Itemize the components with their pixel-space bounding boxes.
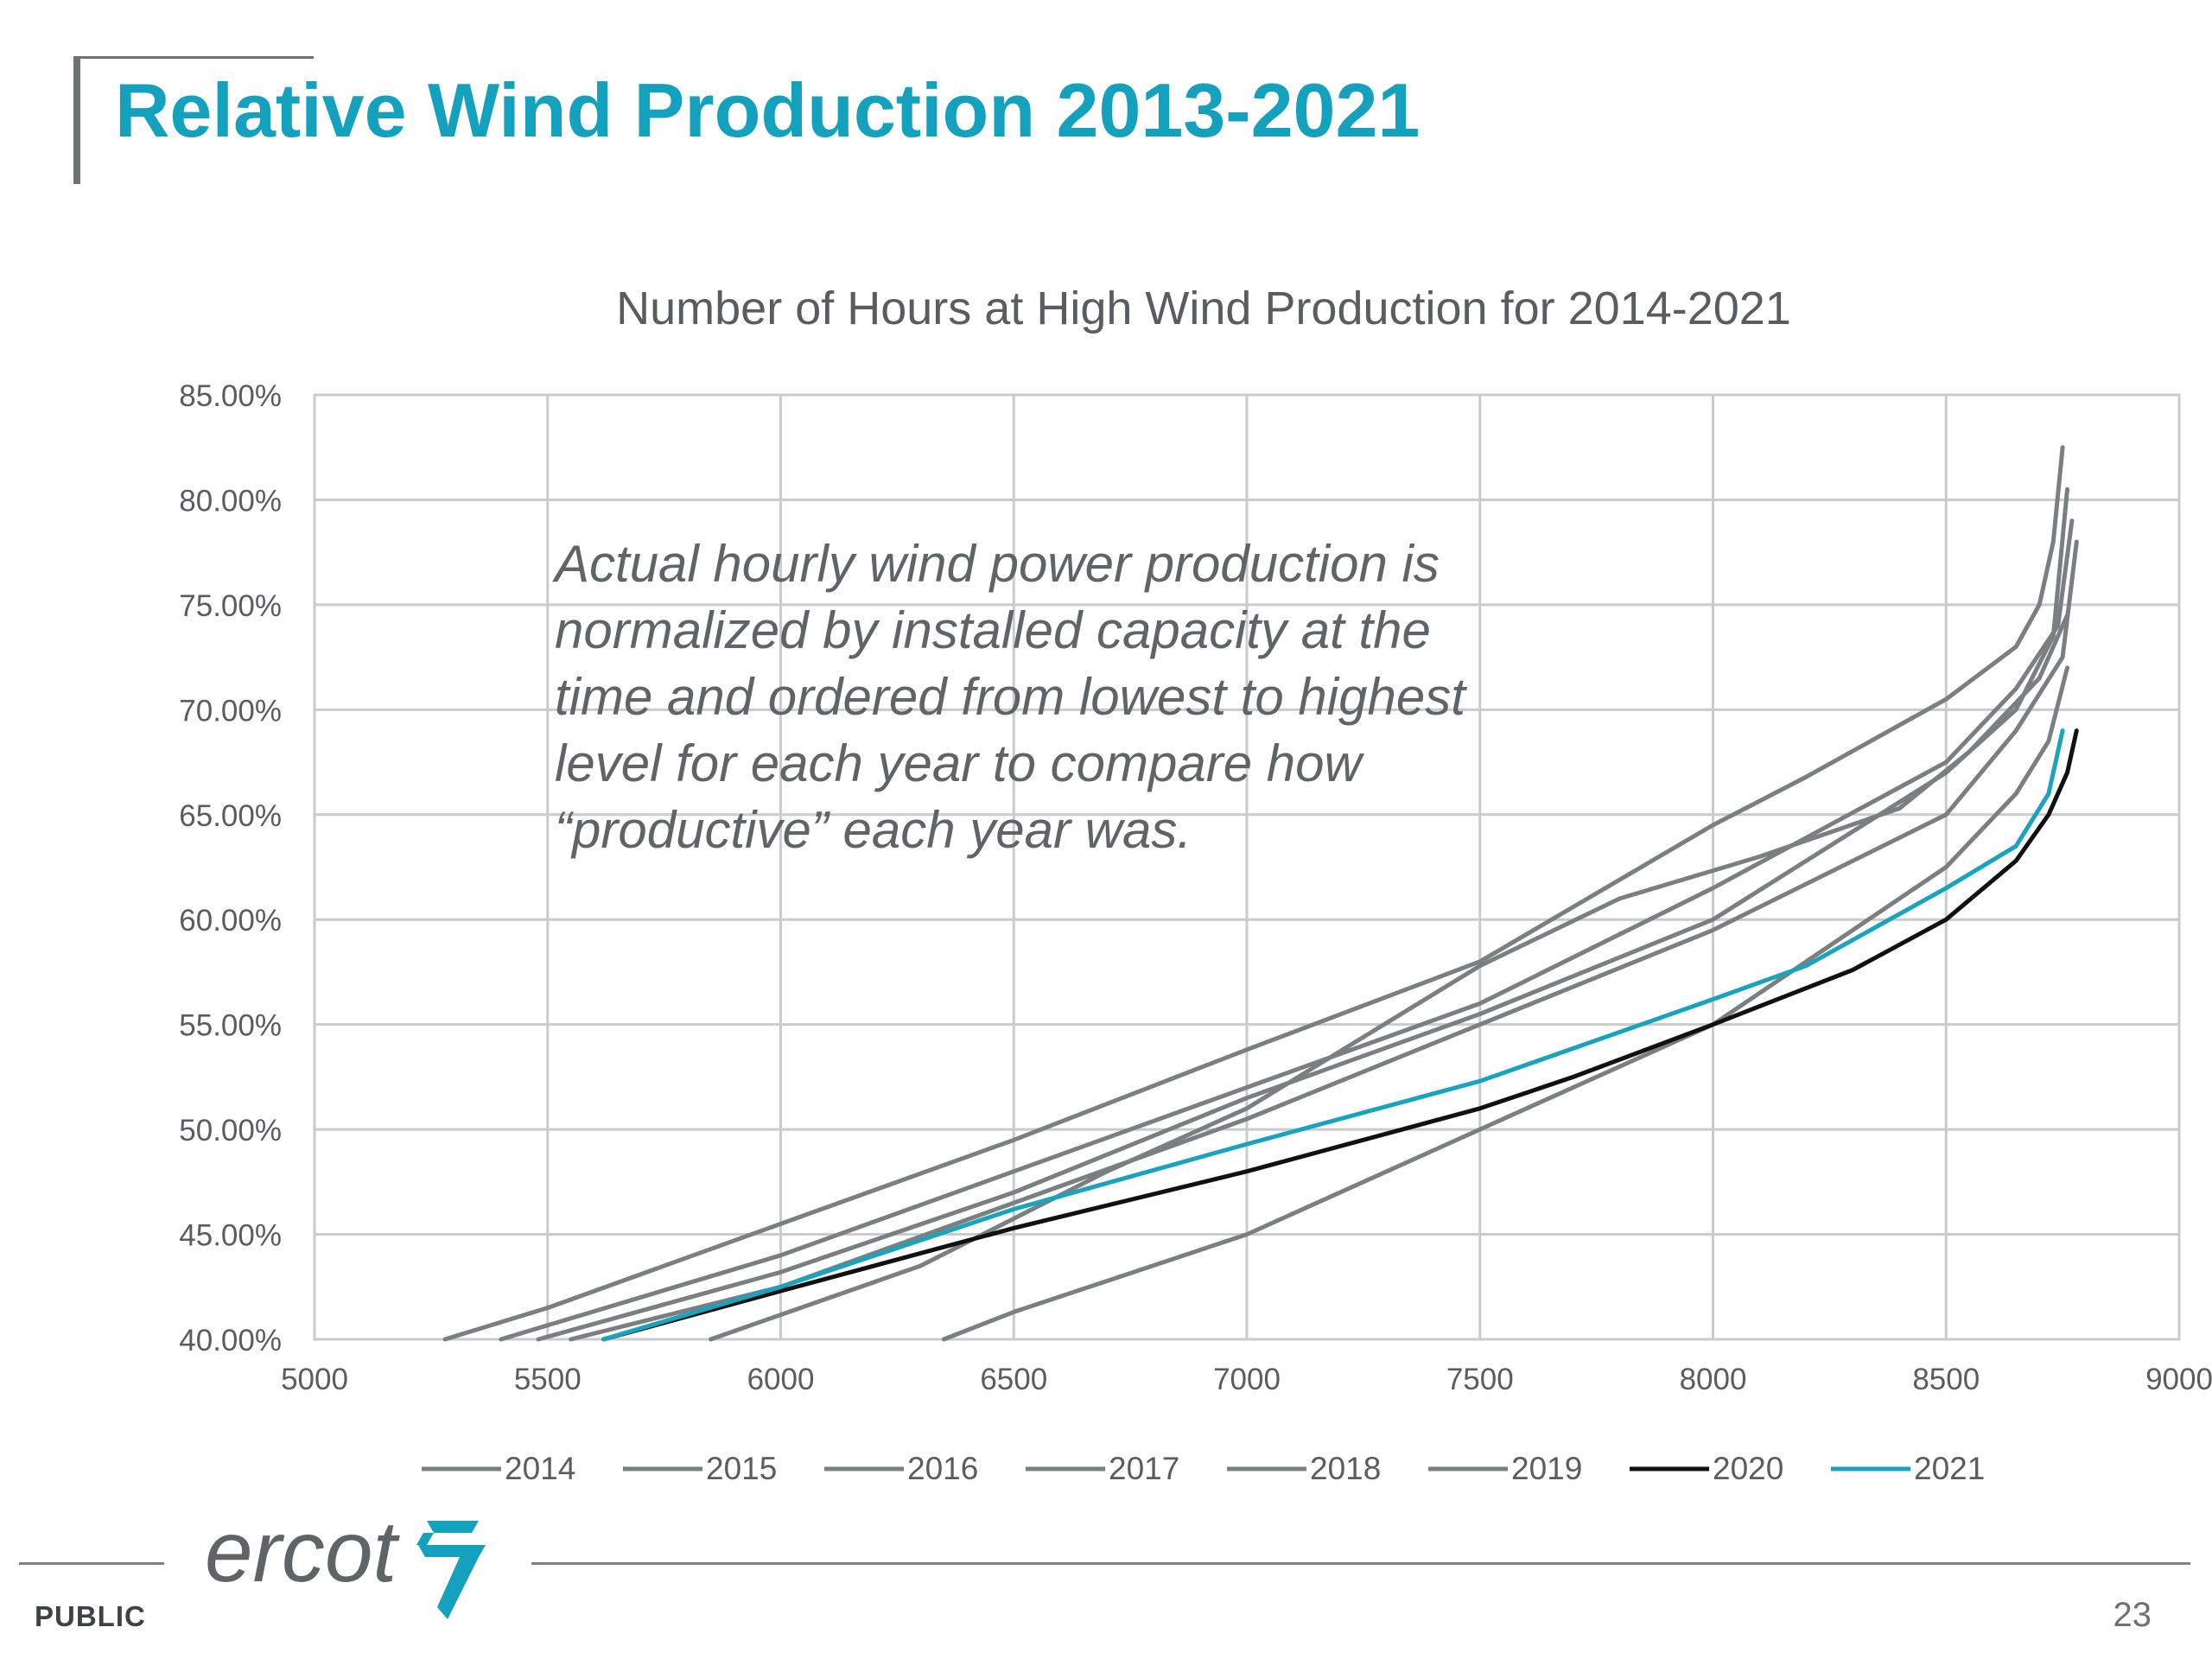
y-tick-label: 40.00% [179, 1324, 282, 1357]
legend-label-2019: 2019 [1511, 1451, 1582, 1486]
x-tick-label: 6500 [980, 1363, 1047, 1396]
y-tick-label: 80.00% [179, 484, 282, 518]
legend-label-2015: 2015 [706, 1451, 777, 1486]
title-accent-rule [73, 56, 314, 59]
chart-legend: 2014 2015 2016 2017 2018 2019 2020 2021 [422, 1451, 1985, 1486]
logo-wordmark: ercot [205, 1503, 401, 1600]
y-tick-label: 75.00% [179, 589, 282, 623]
legend-label-2014: 2014 [505, 1451, 575, 1486]
series-line-2020 [601, 728, 2079, 1342]
slide-title: Relative Wind Production 2013-2021 [115, 67, 1421, 153]
y-tick-label: 50.00% [179, 1114, 282, 1147]
legend-label-2020: 2020 [1713, 1451, 1783, 1486]
series-line-2017 [569, 539, 2079, 1342]
y-tick-label: 65.00% [179, 799, 282, 833]
title-accent-bar [73, 56, 80, 184]
x-tick-label: 7500 [1446, 1363, 1514, 1396]
series-line-2021 [601, 728, 2065, 1342]
ercot-logo: ercot [205, 1503, 486, 1619]
x-tick-label: 5500 [514, 1363, 582, 1396]
x-tick-label: 8500 [1912, 1363, 1980, 1396]
x-tick-label: 5000 [281, 1363, 348, 1396]
legend-label-2018: 2018 [1310, 1451, 1381, 1486]
footer-rule-left [19, 1562, 164, 1565]
series-line-2014 [442, 445, 2065, 1342]
legend-label-2021: 2021 [1914, 1451, 1985, 1486]
y-tick-label: 45.00% [179, 1219, 282, 1253]
x-tick-label: 6000 [747, 1363, 815, 1396]
page-number: 23 [2113, 1596, 2152, 1634]
chart-series [442, 445, 2079, 1342]
series-line-2018 [709, 613, 2069, 1342]
footer-rule-right [531, 1562, 2190, 1565]
logo-mark-icon [416, 1521, 486, 1619]
x-tick-label: 7000 [1213, 1363, 1281, 1396]
legend-label-2017: 2017 [1109, 1451, 1179, 1486]
x-tick-label: 8000 [1680, 1363, 1747, 1396]
chart-axes: 5000 5500 6000 6500 7000 7500 8000 8500 9000 40.0… [179, 379, 2212, 1396]
series-line-2015 [536, 486, 2069, 1342]
footer-classification-label: PUBLIC [35, 1600, 146, 1632]
y-tick-label: 85.00% [179, 379, 282, 413]
x-tick-label: 9000 [2145, 1363, 2212, 1396]
chart-title: Number of Hours at High Wind Production … [616, 283, 1791, 334]
y-tick-label: 60.00% [179, 904, 282, 938]
series-line-2016 [499, 518, 2075, 1342]
y-tick-label: 70.00% [179, 694, 282, 728]
series-line-2019 [941, 665, 2069, 1342]
chart-annotation: Actual hourly wind power production is n… [555, 535, 1465, 859]
y-tick-label: 55.00% [179, 1009, 282, 1043]
legend-label-2016: 2016 [907, 1451, 978, 1486]
